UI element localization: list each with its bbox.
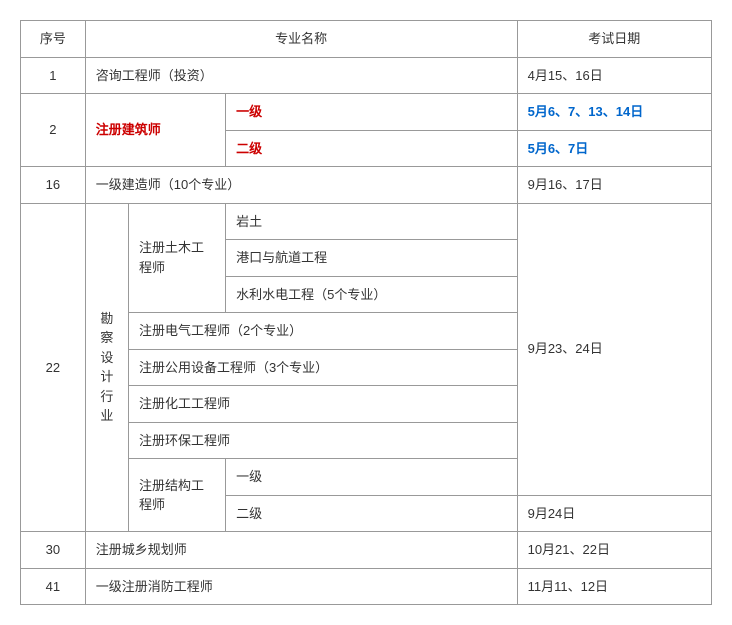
leaf-cell: 二级 [226,495,518,532]
seq-cell: 2 [21,94,86,167]
sub-name-cell: 注册土木工程师 [128,203,225,313]
name-cell: 一级注册消防工程师 [85,568,517,605]
name-cell: 咨询工程师（投资） [85,57,517,94]
date-cell: 11月11、12日 [517,568,711,605]
seq-cell: 22 [21,203,86,532]
date-cell: 10月21、22日 [517,532,711,569]
table-row: 22 勘察设计行业 注册土木工程师 岩土 9月23、24日 [21,203,712,240]
date-cell: 5月6、7日 [517,130,711,167]
table-row: 2 注册建筑师 一级 5月6、7、13、14日 [21,94,712,131]
seq-cell: 30 [21,532,86,569]
exam-schedule-table: 序号 专业名称 考试日期 1 咨询工程师（投资） 4月15、16日 2 注册建筑… [20,20,712,605]
date-cell: 9月24日 [517,495,711,532]
seq-cell: 41 [21,568,86,605]
date-cell: 9月23、24日 [517,203,711,495]
leaf-cell: 港口与航道工程 [226,240,518,277]
sub-name-cell: 注册电气工程师（2个专业） [128,313,517,350]
sub-name-cell: 注册化工工程师 [128,386,517,423]
seq-cell: 16 [21,167,86,204]
leaf-cell: 一级 [226,459,518,496]
name-cell: 一级建造师（10个专业） [85,167,517,204]
level-cell: 一级 [226,94,518,131]
sub-name-cell: 注册结构工程师 [128,459,225,532]
sub-name-cell: 注册公用设备工程师（3个专业） [128,349,517,386]
table-row: 1 咨询工程师（投资） 4月15、16日 [21,57,712,94]
table-header-row: 序号 专业名称 考试日期 [21,21,712,58]
leaf-cell: 岩土 [226,203,518,240]
table-row: 16 一级建造师（10个专业） 9月16、17日 [21,167,712,204]
date-cell: 4月15、16日 [517,57,711,94]
col-date: 考试日期 [517,21,711,58]
date-cell: 9月16、17日 [517,167,711,204]
name-cell: 注册建筑师 [85,94,225,167]
level-cell: 二级 [226,130,518,167]
seq-cell: 1 [21,57,86,94]
table-row: 41 一级注册消防工程师 11月11、12日 [21,568,712,605]
leaf-cell: 水利水电工程（5个专业） [226,276,518,313]
name-cell: 注册城乡规划师 [85,532,517,569]
sub-name-cell: 注册环保工程师 [128,422,517,459]
group-cell: 勘察设计行业 [85,203,128,532]
col-name: 专业名称 [85,21,517,58]
date-cell: 5月6、7、13、14日 [517,94,711,131]
table-row: 30 注册城乡规划师 10月21、22日 [21,532,712,569]
col-seq: 序号 [21,21,86,58]
